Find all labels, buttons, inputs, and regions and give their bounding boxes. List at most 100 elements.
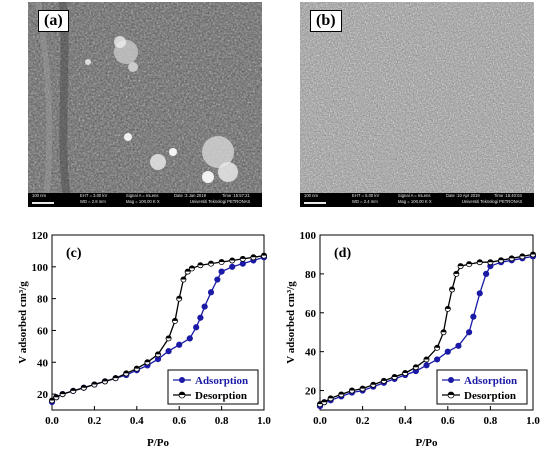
marker-half	[457, 263, 464, 267]
marker-half	[229, 257, 235, 261]
y-tick-label: 60	[305, 308, 317, 320]
marker-half	[487, 259, 493, 263]
y-axis-label: V adsorbed cm³/g	[17, 281, 29, 364]
marker-half	[250, 254, 256, 258]
marker-half	[91, 381, 97, 385]
desorption-point	[348, 387, 355, 394]
marker-half	[53, 394, 59, 398]
isotherm-chart-c: 0.0 0.2 0.4 0.6 0.8 1.0 20 40 60 80 100 120 P/Po V ad…	[0, 222, 275, 457]
desorption-point	[229, 257, 236, 264]
scale-bar-b	[304, 202, 326, 204]
desorption-point	[498, 257, 505, 264]
mag-b: Mag = 100.00 K X	[398, 199, 432, 204]
time-a: Time :15:57:21	[222, 193, 250, 198]
desorption-point	[412, 364, 419, 371]
desorption-point	[453, 270, 460, 277]
adsorption-point	[455, 342, 462, 349]
sem-texture-a	[28, 2, 262, 207]
y-tick-label: 20	[305, 386, 317, 398]
isotherm-chart-d: 0.0 0.2 0.4 0.6 0.8 1.0 20 40 60 80 100 P/Po V adsor…	[275, 222, 550, 457]
desorption-point	[440, 329, 447, 336]
x-tick-label: 0.6	[441, 415, 455, 427]
marker-half	[402, 370, 408, 374]
y-tick-label: 80	[37, 294, 49, 306]
desorption-point	[338, 391, 345, 398]
marker-half	[144, 359, 150, 363]
marker-half	[176, 296, 182, 299]
desorption-point	[466, 261, 473, 268]
marker-half	[166, 335, 172, 339]
adsorption-point	[214, 276, 221, 283]
y-tick-label: 120	[32, 230, 49, 242]
marker-half	[530, 251, 536, 255]
desorption-point	[402, 370, 409, 377]
sem-info-bar-b: 100 nm EHT = 5.00 kV WD = 2.4 mm Signal …	[300, 193, 534, 207]
sem-image-a: (a) 100 nm EHT = 3.00 kV WD = 2.8 mm Sig…	[28, 2, 262, 207]
adsorption-point	[466, 329, 473, 336]
desorption-point	[487, 259, 494, 266]
y-tick-label: 40	[37, 357, 49, 369]
adsorption-point	[444, 348, 451, 355]
scale-label-b: 100 nm	[304, 193, 318, 198]
adsorption-point	[165, 348, 172, 355]
desorption-point	[476, 259, 483, 266]
marker-half	[185, 268, 191, 272]
marker-half	[498, 257, 504, 261]
plot-frame	[51, 234, 265, 411]
marker-half	[328, 395, 334, 399]
wd-a: WD = 2.8 mm	[80, 199, 106, 204]
y-tick-label: 100	[300, 230, 317, 242]
sem-image-b: (b) 100 nm EHT = 5.00 kV WD = 2.4 mm Sig…	[300, 2, 534, 207]
desorption-point	[165, 335, 172, 342]
desorption-point	[53, 394, 60, 401]
marker-half	[172, 318, 178, 321]
desorption-point	[133, 365, 140, 372]
adsorption-point	[201, 303, 208, 310]
desorption-point	[188, 265, 195, 272]
adsorption-point	[207, 289, 215, 296]
desorption-point	[444, 305, 451, 312]
marker-half	[449, 286, 455, 290]
marker-half	[81, 385, 87, 388]
x-tick-label: 0.8	[484, 415, 498, 427]
desorption-point	[218, 259, 225, 266]
isotherm-svg-d: 0.0 0.2 0.4 0.6 0.8 1.0 20 40 60 80 100 P/Po V adsor…	[285, 230, 540, 449]
marker-half	[219, 259, 225, 263]
x-axis-label: P/Po	[416, 437, 438, 449]
desorption-point	[59, 391, 66, 398]
marker-half	[360, 386, 366, 389]
marker-half	[509, 255, 515, 259]
y-tick-label: 100	[32, 262, 49, 274]
desorption-point	[508, 255, 515, 262]
desorption-point	[123, 370, 130, 377]
legend-box	[167, 369, 259, 405]
adsorption-point	[470, 313, 477, 320]
marker-half	[466, 261, 472, 265]
marker-half	[391, 374, 398, 377]
panel-tag-b: (b)	[310, 10, 342, 32]
marker-half	[477, 259, 483, 263]
adsorption-point	[197, 314, 204, 321]
desorption-point	[423, 356, 430, 363]
marker-half	[349, 387, 355, 391]
desorption-point	[112, 375, 119, 382]
desorption-point	[197, 262, 204, 269]
legend-label: Adsorption	[195, 375, 248, 387]
desorption-point	[102, 378, 109, 385]
marker-half	[440, 329, 447, 333]
scale-bar-a	[32, 202, 54, 204]
desorption-point	[434, 344, 441, 351]
org-b: Universiti Teknologi PETRONAS	[462, 199, 523, 204]
adsorption-point	[434, 356, 441, 363]
y-tick-label: 60	[37, 325, 49, 337]
marker-half	[102, 378, 108, 382]
adsorption-point	[229, 263, 236, 270]
desorption-point	[449, 286, 456, 293]
x-tick-label: 0.0	[45, 415, 59, 427]
legend-marker-half	[179, 392, 185, 395]
y-tick-label: 80	[305, 269, 317, 281]
adsorption-point	[176, 341, 183, 348]
x-tick-label: 0.4	[130, 415, 144, 427]
x-tick-label: 0.0	[313, 415, 327, 427]
marker-half	[338, 391, 344, 395]
